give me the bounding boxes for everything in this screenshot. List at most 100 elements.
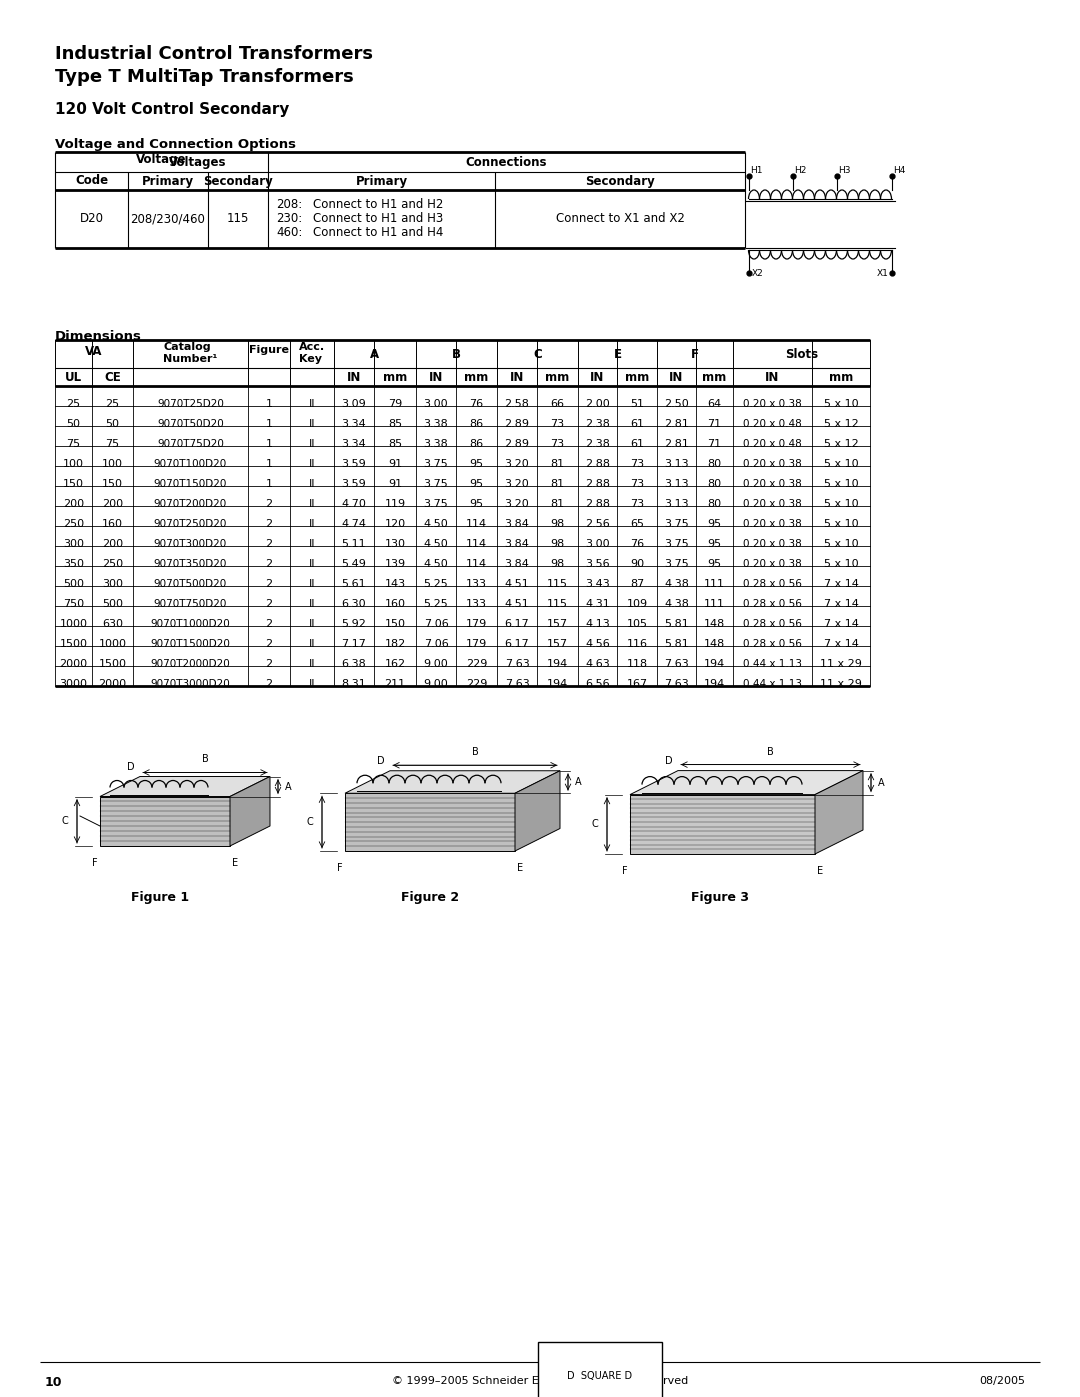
Text: Catalog
Number¹: Catalog Number¹: [163, 342, 218, 363]
Text: 194: 194: [704, 679, 725, 689]
Text: E: E: [232, 858, 238, 868]
Text: Figure 1: Figure 1: [131, 891, 189, 904]
Text: 2: 2: [266, 520, 272, 529]
Text: 3.59: 3.59: [341, 479, 366, 489]
Text: 61: 61: [630, 439, 644, 448]
Text: 5.92: 5.92: [341, 619, 366, 629]
Text: 65: 65: [630, 520, 644, 529]
Text: 9070T1000D20: 9070T1000D20: [150, 619, 230, 629]
Text: 2000: 2000: [98, 679, 126, 689]
Text: 300: 300: [63, 539, 84, 549]
Text: mm: mm: [383, 372, 407, 384]
Text: C: C: [591, 819, 598, 830]
Text: 7.06: 7.06: [423, 638, 448, 650]
Text: 9070T75D20: 9070T75D20: [157, 439, 224, 448]
Text: 2: 2: [266, 659, 272, 669]
Text: 08/2005: 08/2005: [978, 1376, 1025, 1386]
Text: 51: 51: [630, 400, 644, 409]
Text: 66: 66: [551, 400, 565, 409]
Text: C: C: [307, 817, 313, 827]
Text: D: D: [665, 756, 673, 766]
Text: Connections: Connections: [465, 156, 548, 169]
Text: 150: 150: [63, 479, 84, 489]
Text: 81: 81: [551, 460, 565, 469]
Text: 85: 85: [388, 419, 402, 429]
Text: 9070T250D20: 9070T250D20: [153, 520, 227, 529]
Text: 7 x 14: 7 x 14: [824, 619, 859, 629]
Text: 6.30: 6.30: [341, 599, 366, 609]
Text: 0.20 x 0.38: 0.20 x 0.38: [743, 400, 801, 409]
Text: 3.34: 3.34: [341, 439, 366, 448]
Text: 150: 150: [384, 619, 405, 629]
Text: 500: 500: [63, 578, 84, 590]
Text: II: II: [309, 539, 315, 549]
Text: 0.20 x 0.38: 0.20 x 0.38: [743, 460, 801, 469]
Text: Connect to H1 and H3: Connect to H1 and H3: [313, 212, 443, 225]
Text: 120 Volt Control Secondary: 120 Volt Control Secondary: [55, 102, 289, 117]
Text: Secondary: Secondary: [585, 175, 654, 189]
Text: VA: VA: [85, 345, 103, 358]
Text: Voltage and Connection Options: Voltage and Connection Options: [55, 138, 296, 151]
Text: 750: 750: [63, 599, 84, 609]
Text: 111: 111: [704, 578, 725, 590]
Text: Voltages: Voltages: [170, 156, 227, 169]
Text: II: II: [309, 659, 315, 669]
Text: 7.06: 7.06: [423, 619, 448, 629]
Text: 85: 85: [388, 439, 402, 448]
Text: 1: 1: [266, 479, 272, 489]
Text: H1: H1: [751, 166, 762, 175]
Polygon shape: [345, 771, 561, 793]
Text: 73: 73: [630, 460, 644, 469]
Text: 6.17: 6.17: [504, 619, 529, 629]
Text: 5 x 12: 5 x 12: [824, 419, 859, 429]
Text: II: II: [309, 499, 315, 509]
Text: 2.00: 2.00: [585, 400, 610, 409]
Text: 1500: 1500: [59, 638, 87, 650]
Text: mm: mm: [828, 372, 853, 384]
Text: II: II: [309, 460, 315, 469]
Text: 115: 115: [546, 578, 568, 590]
Text: 9070T500D20: 9070T500D20: [153, 578, 227, 590]
Text: 2.38: 2.38: [585, 419, 610, 429]
Text: 73: 73: [630, 499, 644, 509]
Text: 71: 71: [707, 439, 721, 448]
Text: CE: CE: [104, 372, 121, 384]
Text: F: F: [691, 348, 699, 360]
Text: E: E: [517, 863, 523, 873]
Text: 109: 109: [626, 599, 648, 609]
Text: 3.59: 3.59: [341, 460, 366, 469]
Text: 95: 95: [470, 479, 484, 489]
Text: 114: 114: [465, 520, 487, 529]
Text: 5.25: 5.25: [423, 599, 448, 609]
Text: 133: 133: [465, 578, 487, 590]
Text: 3.34: 3.34: [341, 419, 366, 429]
Text: II: II: [309, 479, 315, 489]
Text: 157: 157: [546, 619, 568, 629]
Text: 2.50: 2.50: [664, 400, 689, 409]
Text: F: F: [622, 866, 627, 876]
Text: 8.31: 8.31: [341, 679, 366, 689]
Text: 143: 143: [384, 578, 406, 590]
Text: 79: 79: [388, 400, 402, 409]
Text: II: II: [309, 559, 315, 569]
Text: 9070T200D20: 9070T200D20: [153, 499, 227, 509]
Text: 3.13: 3.13: [664, 479, 689, 489]
Text: 2.81: 2.81: [664, 419, 689, 429]
Text: 3.09: 3.09: [341, 400, 366, 409]
Text: mm: mm: [464, 372, 488, 384]
Text: 3.75: 3.75: [423, 479, 448, 489]
Text: 3.38: 3.38: [423, 439, 448, 448]
Text: 2: 2: [266, 499, 272, 509]
Text: 73: 73: [551, 419, 565, 429]
Polygon shape: [100, 777, 270, 796]
Text: 2: 2: [266, 559, 272, 569]
Text: B: B: [453, 348, 461, 360]
Text: F: F: [92, 858, 98, 868]
Text: 4.13: 4.13: [585, 619, 610, 629]
Text: II: II: [309, 638, 315, 650]
Text: 9070T3000D20: 9070T3000D20: [150, 679, 230, 689]
Text: 7 x 14: 7 x 14: [824, 638, 859, 650]
Text: 0.28 x 0.56: 0.28 x 0.56: [743, 599, 802, 609]
Text: 3.38: 3.38: [423, 419, 448, 429]
Text: 200: 200: [102, 499, 123, 509]
